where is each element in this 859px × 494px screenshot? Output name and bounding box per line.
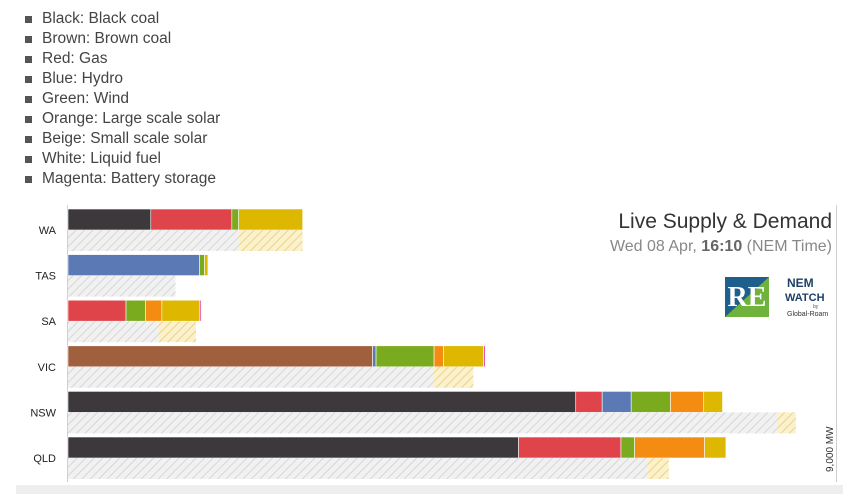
nem-watch-logo-icon: NEM WATCH by Global-Roam <box>785 276 828 318</box>
supply-segment-gas <box>67 299 127 322</box>
supply-segment-wind <box>620 436 635 459</box>
subtitle-date: Wed 08 Apr, <box>609 238 697 255</box>
demand-bar <box>68 412 778 434</box>
supply-segment-small-solar <box>443 345 484 368</box>
supply-segment-large-solar <box>145 299 163 322</box>
supply-segment-wind <box>125 299 146 322</box>
supply-segment-hydro <box>372 345 377 368</box>
re-logo-icon: RE <box>725 277 769 317</box>
category-labels: WA TAS SA VIC NSW QLD <box>30 225 56 465</box>
region-label-vic: VIC <box>38 362 56 374</box>
legend-item-wind: Green: Wind <box>22 89 220 109</box>
chart-title: Live Supply & Demand <box>618 210 832 233</box>
legend-label: Green: Wind <box>42 90 130 107</box>
supply-segment-small-solar <box>704 436 727 459</box>
subtitle-time: 16:10 <box>701 238 743 255</box>
legend-label: Brown: Brown coal <box>42 30 172 47</box>
legend-item-brown-coal: Brown: Brown coal <box>22 29 220 49</box>
bullet-icon <box>25 36 32 43</box>
demand-bar <box>68 230 239 251</box>
nem-line1: NEM <box>787 276 814 290</box>
demand-small-solar-segment <box>158 321 196 343</box>
horizontal-scrollbar[interactable] <box>16 485 843 494</box>
nem-by: by <box>813 304 819 310</box>
supply-segment-small-solar <box>161 299 200 322</box>
region-label-nsw: NSW <box>30 407 56 419</box>
legend-label: Red: Gas <box>42 50 108 67</box>
supply-segment-wind <box>375 345 435 368</box>
legend-item-liquid-fuel: White: Liquid fuel <box>22 149 220 169</box>
legend-label: Blue: Hydro <box>42 70 123 87</box>
legend: Black: Black coal Brown: Brown coal Red:… <box>22 9 220 189</box>
legend-item-gas: Red: Gas <box>22 49 220 69</box>
supply-segment-battery <box>199 299 202 322</box>
supply-segment-black-coal <box>67 436 519 459</box>
supply-segment-hydro <box>67 254 200 276</box>
supply-segment-gas <box>575 391 603 413</box>
supply-segment-large-solar <box>670 391 705 413</box>
renew-economy-logo[interactable]: RE <box>725 277 769 317</box>
region-label-sa: SA <box>41 316 56 328</box>
legend-label: White: Liquid fuel <box>42 150 161 167</box>
demand-bar <box>68 321 159 343</box>
demand-small-solar-segment <box>238 230 303 251</box>
supply-segment-gas <box>518 436 622 459</box>
region-label-qld: QLD <box>33 453 56 465</box>
bullet-icon <box>25 176 32 183</box>
demand-small-solar-segment <box>777 412 796 434</box>
legend-item-battery: Magenta: Battery storage <box>22 169 220 189</box>
supply-segment-small-solar <box>703 391 723 413</box>
nem-company: Global-Roam <box>787 311 828 318</box>
supply-segment-large-solar <box>634 436 705 459</box>
demand-bar <box>68 366 434 388</box>
legend-label: Orange: Large scale solar <box>42 110 221 127</box>
bullet-icon <box>25 16 32 23</box>
legend-item-black-coal: Black: Black coal <box>22 9 220 29</box>
legend-item-large-solar: Orange: Large scale solar <box>22 109 220 129</box>
legend-label: Magenta: Battery storage <box>42 170 217 187</box>
region-label-tas: TAS <box>35 271 56 283</box>
supply-segment-black-coal <box>67 391 577 413</box>
bullet-icon <box>25 96 32 103</box>
region-label-wa: WA <box>39 225 57 237</box>
supply-segment-wind <box>630 391 671 413</box>
legend-item-hydro: Blue: Hydro <box>22 69 220 89</box>
demand-bar <box>68 275 176 297</box>
bullet-icon <box>25 76 32 83</box>
nem-watch-logo[interactable]: NEM WATCH by Global-Roam <box>783 271 833 319</box>
supply-segment-brown-coal <box>67 345 373 368</box>
re-logo-text: RE <box>728 282 767 313</box>
chart-subtitle: Wed 08 Apr, 16:10 (NEM Time) <box>610 238 832 256</box>
supply-segment-black-coal <box>67 208 152 231</box>
legend-item-small-solar: Beige: Small scale solar <box>22 129 220 149</box>
bullet-icon <box>25 116 32 123</box>
supply-segment-large-solar <box>433 345 444 368</box>
demand-small-solar-segment <box>433 366 474 388</box>
nem-line2: WATCH <box>785 292 825 304</box>
bullet-icon <box>25 136 32 143</box>
legend-label: Black: Black coal <box>42 10 160 27</box>
supply-segment-wind <box>199 254 205 276</box>
supply-segment-small-solar <box>238 208 303 231</box>
demand-small-solar-segment <box>647 458 669 479</box>
bullet-icon <box>25 156 32 163</box>
supply-segment-hydro <box>601 391 632 413</box>
supply-segment-gas <box>150 208 233 231</box>
subtitle-zone: (NEM Time) <box>746 238 832 255</box>
supply-segment-wind <box>231 208 239 231</box>
supply-segment-small-solar <box>204 254 209 276</box>
bullet-icon <box>25 56 32 63</box>
legend-label: Beige: Small scale solar <box>42 130 208 147</box>
supply-segment-battery <box>483 345 486 368</box>
demand-bar <box>68 458 648 479</box>
bar-group <box>67 208 796 479</box>
x-axis-max-label: 9,000 MW <box>825 426 836 472</box>
